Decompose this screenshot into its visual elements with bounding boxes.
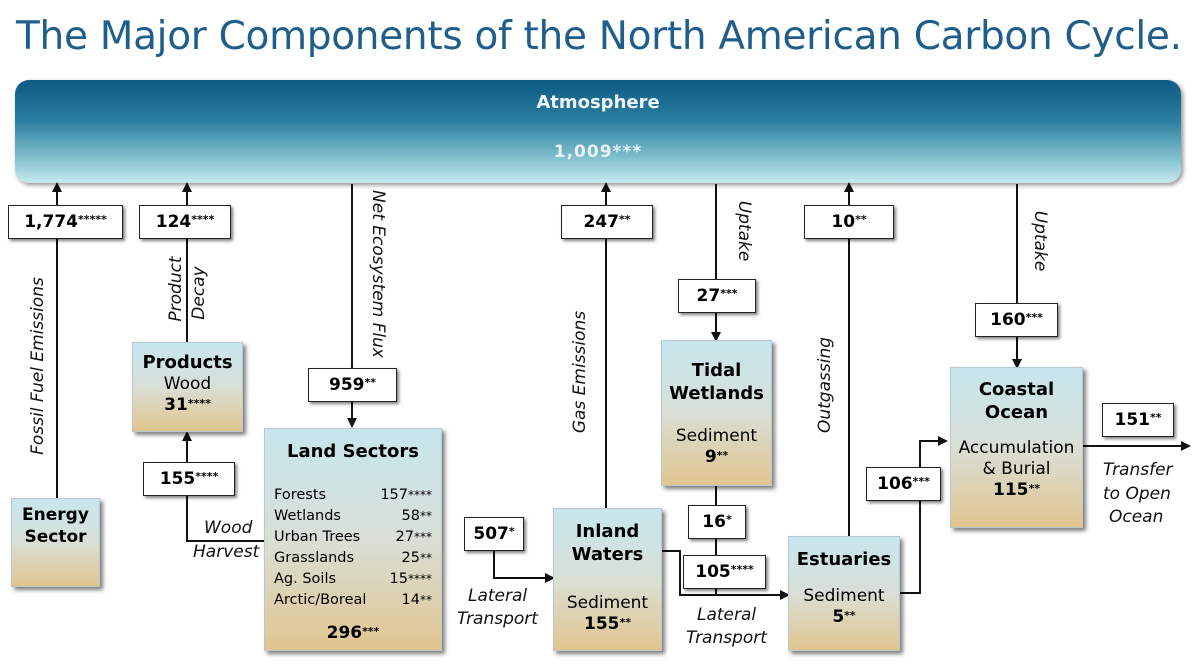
flux-wood-harvest: 155**** (143, 462, 235, 496)
land-row-value: 15**** (389, 571, 432, 587)
land-row-value: 25** (401, 550, 432, 566)
estuaries-value: 5** (832, 607, 856, 627)
inland-waters-value: 155** (583, 614, 631, 634)
estuary-coastal-arrow (900, 436, 948, 594)
atmosphere-label: Atmosphere (536, 92, 660, 113)
flux-estuary-coastal: 106*** (866, 467, 941, 501)
land-row: Ag. Soils 15**** (274, 569, 432, 590)
estuaries-label: Estuaries (796, 549, 892, 570)
land-sectors-table: Forests 157**** Wetlands 58** Urban Trees 2… (274, 485, 432, 611)
flux-coastal-uptake: 160*** (975, 303, 1058, 337)
label-lateral-1: Lateral (468, 586, 528, 606)
land-row-value: 157**** (380, 487, 432, 503)
label-net-ecosystem-flux: Net Ecosystem Flux (368, 190, 388, 358)
land-row: Forests 157**** (274, 485, 432, 506)
label-transport-2: Transport (686, 628, 767, 648)
land-row-value: 27*** (395, 529, 432, 545)
lateral-inland-estuary-arrow (662, 550, 790, 600)
energy-sector-label: Energy Sector (22, 505, 89, 547)
label-transfer: Transfer (1103, 460, 1173, 480)
land-row-value: 14** (401, 592, 432, 608)
estuaries-box: Estuaries Sediment 5** (788, 536, 900, 651)
label-tidal-uptake: Uptake (734, 200, 754, 262)
flux-gas-emissions: 247** (561, 205, 653, 239)
land-row: Urban Trees 27*** (274, 527, 432, 548)
atmosphere-box: Atmosphere 1,009*** (15, 80, 1181, 183)
energy-sector-box: Energy Sector (11, 498, 100, 587)
label-gas-emissions: Gas Emissions (570, 310, 590, 434)
inland-waters-subtitle: Sediment (566, 593, 649, 613)
label-ocean: Ocean (1109, 507, 1164, 527)
tidal-wetlands-subtitle: Sediment (675, 426, 758, 446)
atmosphere-value: 1,009*** (553, 142, 643, 162)
coastal-ocean-value: 115** (992, 480, 1040, 500)
flux-lateral-inland: 105**** (683, 555, 766, 589)
label-transport-1: Transport (457, 609, 538, 629)
label-outgassing: Outgassing (815, 336, 835, 434)
label-fossil-fuel-emissions: Fossil Fuel Emissions (28, 277, 48, 455)
inland-waters-box: Inland Waters Sediment 155** (553, 508, 662, 651)
land-row-name: Grasslands (274, 550, 355, 566)
flux-product-decay: 124**** (139, 205, 231, 239)
land-row-name: Wetlands (274, 508, 341, 524)
label-decay: Decay (189, 266, 209, 320)
land-row-name: Urban Trees (274, 529, 361, 545)
label-to-open: to Open (1103, 484, 1171, 504)
products-subtitle: Wood (163, 374, 212, 394)
label-wood: Wood (204, 518, 253, 538)
tidal-wetlands-box: Tidal Wetlands Sediment 9** (661, 340, 772, 486)
label-product: Product (166, 256, 186, 322)
tidal-wetlands-value: 9** (704, 447, 729, 467)
flux-open-ocean: 151** (1102, 403, 1174, 437)
inland-waters-label-1: Inland (575, 521, 640, 542)
products-value: 31**** (164, 395, 211, 415)
flux-fossil-fuel: 1,774***** (8, 205, 123, 239)
inland-waters-label-2: Waters (571, 544, 644, 565)
flux-outgassing: 10** (804, 205, 894, 239)
coastal-ocean-subtitle-2: & Burial (982, 459, 1051, 479)
coastal-ocean-label-2: Ocean (984, 402, 1049, 423)
label-lateral-2: Lateral (697, 605, 757, 625)
land-row-name: Ag. Soils (274, 571, 337, 587)
label-harvest: Harvest (193, 542, 260, 562)
flux-net-ecosystem: 959** (308, 368, 397, 402)
coastal-ocean-label-1: Coastal (978, 379, 1055, 400)
land-row-name: Forests (274, 487, 327, 503)
land-row-name: Arctic/Boreal (274, 592, 367, 608)
land-sectors-label: Land Sectors (287, 441, 419, 462)
land-row-value: 58** (401, 508, 432, 524)
coastal-ocean-subtitle-1: Accumulation (958, 438, 1075, 458)
diagram-title: The Major Components of the North Americ… (16, 14, 1182, 59)
flux-tidal-uptake: 27*** (678, 279, 756, 313)
flux-tidal-estuary: 16* (688, 505, 746, 539)
products-label: Products (142, 352, 233, 373)
products-box: Products Wood 31**** (132, 342, 243, 432)
estuaries-subtitle: Sediment (803, 586, 885, 606)
tidal-wetlands-label-1: Tidal (691, 360, 742, 381)
coastal-ocean-box: Coastal Ocean Accumulation & Burial 115*… (950, 367, 1083, 528)
land-row: Arctic/Boreal 14** (274, 590, 432, 611)
flux-lateral-land: 507* (464, 517, 524, 551)
land-row: Wetlands 58** (274, 506, 432, 527)
label-coastal-uptake: Uptake (1030, 210, 1050, 272)
tidal-wetlands-label-2: Wetlands (669, 383, 764, 404)
land-sectors-box: Land Sectors Forests 157**** Wetlands 58**… (264, 428, 442, 651)
land-sectors-total: 296*** (326, 623, 380, 643)
land-row: Grasslands 25** (274, 548, 432, 569)
